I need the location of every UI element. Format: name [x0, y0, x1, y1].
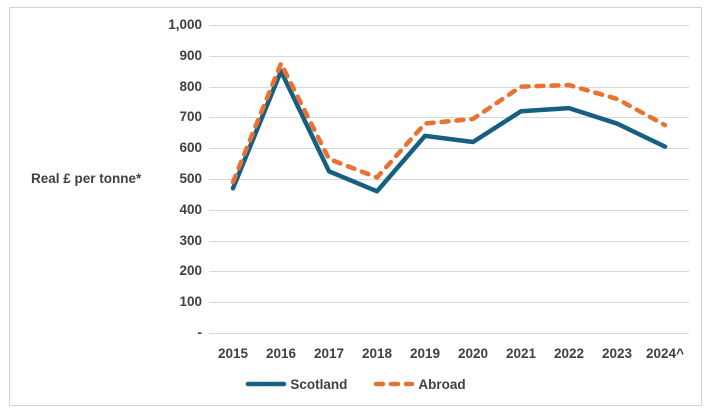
legend-item-scotland: Scotland [245, 377, 347, 392]
x-tick-label: 2016 [265, 346, 297, 361]
legend-swatch-dashed-line-icon [374, 381, 415, 387]
legend-swatch-solid-line-icon [246, 381, 287, 387]
y-tick-label: 800 [179, 78, 202, 94]
y-tick-label: 500 [179, 171, 202, 186]
x-tick-label: 2018 [361, 346, 393, 361]
x-tick-label: 2019 [409, 346, 441, 361]
x-tick-label: 2022 [553, 346, 585, 361]
x-tick-label: 2015 [217, 346, 249, 361]
y-tick-label: 300 [179, 232, 202, 248]
y-tick-label: 1,000 [168, 17, 202, 32]
y-tick-label: 400 [179, 201, 202, 217]
y-tick-label: 100 [179, 294, 202, 310]
y-tick-label: 900 [179, 47, 202, 63]
legend-label: Scotland [290, 376, 348, 392]
legend-item-abroad: Abroad [373, 376, 466, 392]
y-tick-label: - [197, 325, 203, 340]
line-plot-area [209, 25, 689, 334]
series-line-abroad [230, 61, 668, 185]
y-tick-label: 700 [179, 109, 202, 125]
y-tick-label: 200 [179, 263, 202, 279]
y-tick-label: 600 [179, 140, 202, 156]
y-axis-title: Real £ per tonne* [31, 171, 142, 186]
x-tick-label: 2020 [457, 346, 489, 361]
series-line-scotland [230, 68, 668, 194]
x-tick-label: 2024^ [646, 346, 684, 361]
x-tick-label: 2017 [313, 346, 345, 361]
chart-container: Real £ per tonne* - 100 200 300 400 500 600 700… [9, 7, 702, 406]
legend-label: Abroad [418, 376, 466, 392]
x-tick-label: 2023 [601, 346, 633, 361]
chart-legend: Scotland Abroad [10, 374, 701, 394]
x-tick-label: 2021 [505, 346, 537, 361]
